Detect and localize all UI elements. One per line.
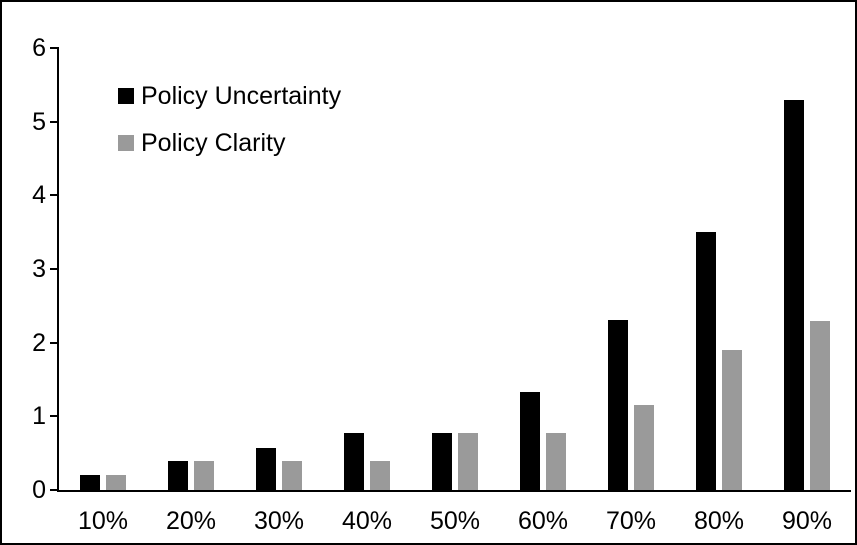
- bar-group-60-: [499, 48, 587, 490]
- bar-policy-clarity-40-: [370, 460, 390, 490]
- y-tick-label: 4: [32, 181, 46, 210]
- bar-policy-uncertainty-70-: [608, 319, 628, 490]
- bar-policy-uncertainty-80-: [696, 232, 716, 490]
- x-tick-label-50-: 50%: [429, 507, 481, 535]
- y-tick: [50, 415, 57, 418]
- x-tick-label-30-: 30%: [253, 507, 305, 535]
- legend-swatch-policy-clarity: [118, 135, 134, 151]
- bar-group-80-: [675, 48, 763, 490]
- y-axis-line: [57, 47, 59, 492]
- y-tick: [50, 341, 57, 344]
- x-tick-label-70-: 70%: [605, 507, 657, 535]
- y-tick-label: 1: [32, 402, 46, 431]
- y-tick: [50, 47, 57, 49]
- legend-label-policy-uncertainty: Policy Uncertainty: [141, 82, 342, 110]
- x-tick-label-60-: 60%: [517, 507, 569, 535]
- x-tick-label-80-: 80%: [693, 507, 745, 535]
- legend: Policy Uncertainty Policy Clarity: [118, 81, 341, 158]
- x-axis-line: [57, 490, 851, 492]
- legend-item-policy-clarity: Policy Clarity: [118, 128, 341, 158]
- y-tick-label: 6: [32, 34, 46, 62]
- y-tick: [50, 194, 57, 197]
- y-tick-label: 0: [32, 476, 46, 504]
- bar-group-50-: [411, 48, 499, 490]
- bar-policy-clarity-30-: [282, 460, 302, 490]
- plot-area: [59, 48, 851, 490]
- bar-policy-clarity-10-: [106, 475, 126, 490]
- y-tick-label: 3: [32, 255, 46, 283]
- bar-policy-uncertainty-20-: [168, 460, 188, 490]
- bar-policy-clarity-60-: [546, 433, 566, 490]
- bar-policy-uncertainty-40-: [344, 433, 364, 490]
- bar-policy-uncertainty-90-: [784, 99, 804, 490]
- bar-policy-uncertainty-30-: [256, 448, 276, 490]
- x-tick-label-40-: 40%: [341, 507, 393, 535]
- y-tick: [50, 120, 57, 123]
- legend-item-policy-uncertainty: Policy Uncertainty: [118, 81, 341, 111]
- bar-policy-clarity-50-: [458, 433, 478, 490]
- y-tick: [50, 489, 57, 491]
- bar-group-30-: [235, 48, 323, 490]
- bar-group-40-: [323, 48, 411, 490]
- y-tick: [50, 268, 57, 270]
- bar-policy-clarity-90-: [810, 320, 830, 490]
- bar-policy-clarity-70-: [634, 405, 654, 490]
- legend-label-policy-clarity: Policy Clarity: [141, 129, 286, 157]
- bar-policy-uncertainty-10-: [80, 475, 100, 490]
- bar-policy-uncertainty-50-: [432, 432, 452, 490]
- x-tick-label-10-: 10%: [77, 507, 129, 535]
- bar-policy-uncertainty-60-: [520, 392, 540, 490]
- bar-group-70-: [587, 48, 675, 490]
- x-tick-label-20-: 20%: [165, 507, 217, 535]
- bar-group-90-: [763, 48, 851, 490]
- x-tick-label-90-: 90%: [781, 507, 833, 535]
- bar-group-10-: [59, 48, 147, 490]
- bar-group-20-: [147, 48, 235, 490]
- bar-policy-clarity-80-: [722, 350, 742, 490]
- x-axis-labels: 10% 20% 30% 40% 50% 60% 70% 80% 90%: [59, 507, 851, 535]
- y-tick-label: 2: [32, 328, 46, 357]
- y-tick-label: 5: [32, 107, 46, 136]
- bar-policy-clarity-20-: [194, 460, 214, 490]
- legend-swatch-policy-uncertainty: [118, 88, 134, 104]
